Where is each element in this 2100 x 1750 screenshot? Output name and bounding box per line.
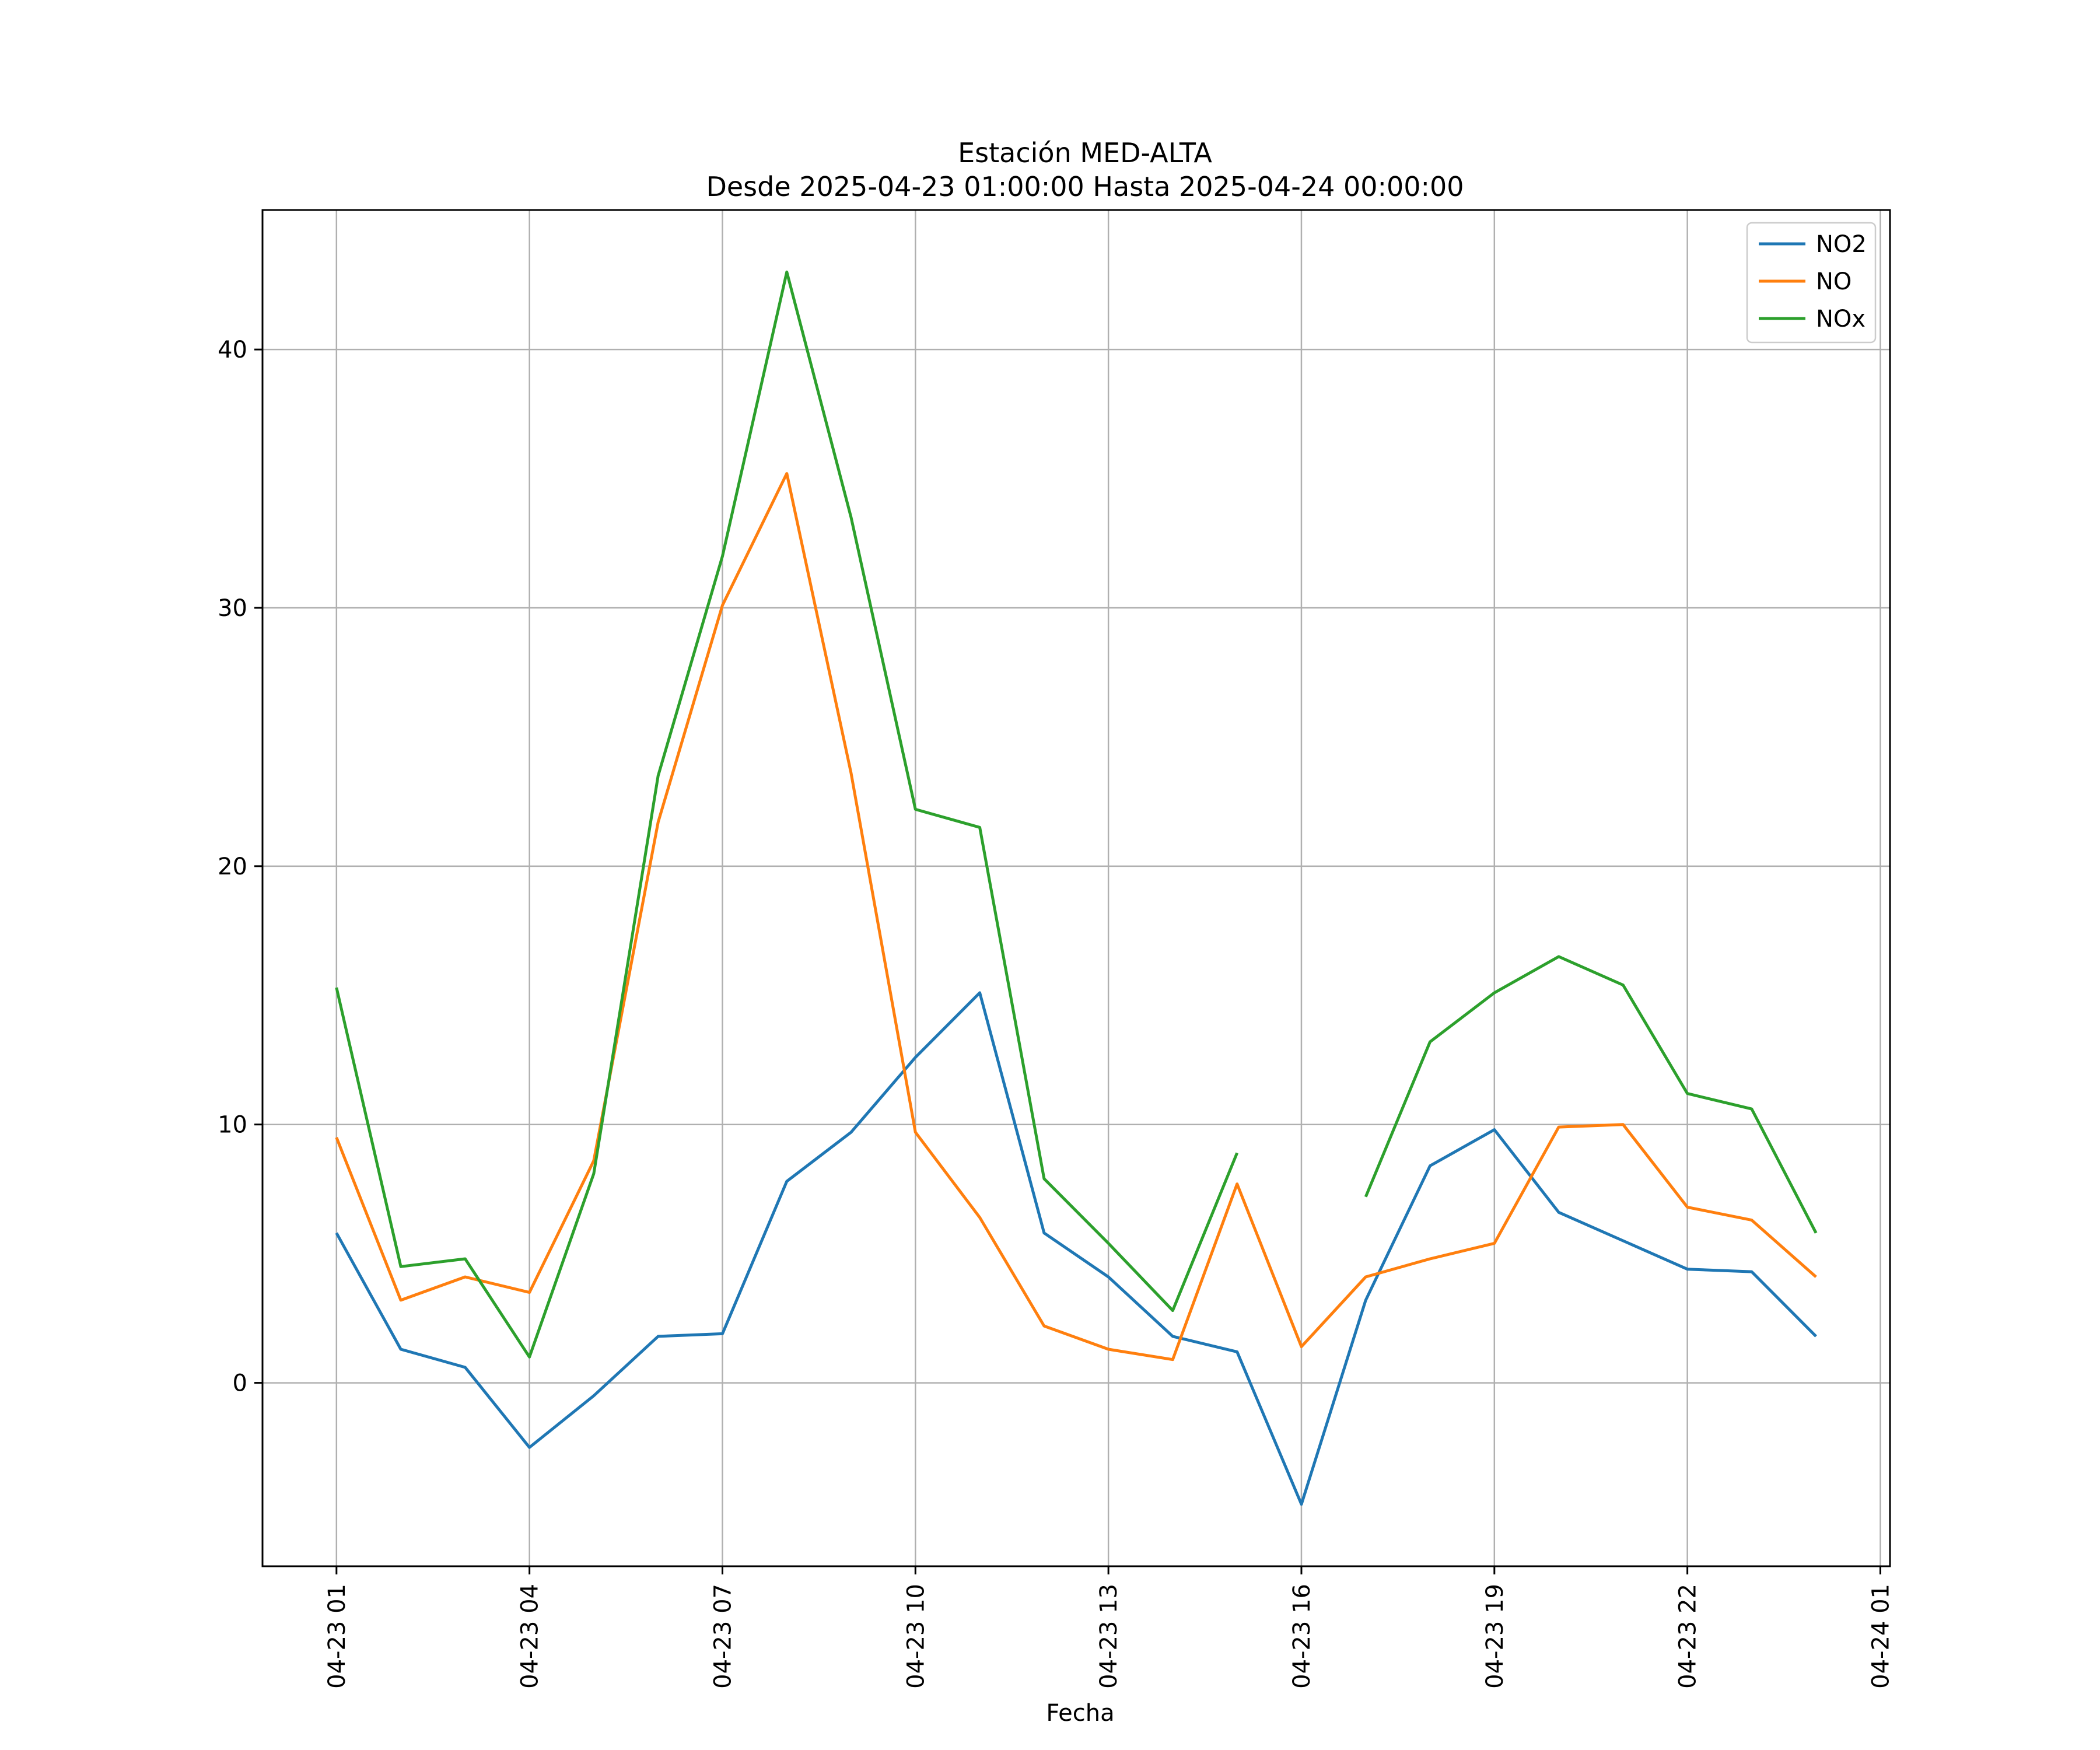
plot-frame [261, 209, 1891, 1567]
grid [262, 210, 1890, 1566]
series-lines [335, 270, 1818, 1506]
x-axis-label: Fecha [1046, 1700, 1114, 1727]
chart-title: Estación MED-ALTA [958, 137, 1212, 169]
x-tick-label: 04-23 01 [324, 1584, 351, 1689]
legend-label: NOx [1816, 306, 1866, 332]
y-tick-label: 30 [218, 595, 247, 622]
x-tick-label: 04-23 16 [1289, 1584, 1315, 1689]
series-line-nox [335, 270, 1818, 1359]
y-tick-label: 20 [218, 853, 247, 880]
y-tick-label: 40 [218, 337, 247, 363]
x-tick-label: 04-23 13 [1096, 1584, 1122, 1689]
legend: NO2 NO NOx [1746, 222, 1877, 344]
y-tick-label: 0 [233, 1370, 247, 1397]
legend-box [1746, 222, 1877, 344]
chart-subtitle: Desde 2025-04-23 01:00:00 Hasta 2025-04-… [706, 171, 1464, 202]
x-tick-label: 04-23 10 [902, 1584, 929, 1689]
legend-label: NO [1816, 268, 1852, 295]
legend-label: NO2 [1816, 231, 1867, 258]
x-tick-label: 04-24 01 [1867, 1584, 1894, 1689]
x-tick-label: 04-23 04 [517, 1584, 544, 1689]
series-line-no [335, 472, 1817, 1362]
x-tick-label: 04-23 07 [709, 1584, 736, 1689]
axis-ticks: 04-23 01 04-23 04 04-23 07 04-23 10 04-23 13… [218, 337, 1894, 1689]
x-tick-label: 04-23 19 [1482, 1584, 1508, 1689]
series-line-no2 [335, 991, 1817, 1506]
x-tick-label: 04-23 22 [1675, 1584, 1702, 1689]
y-tick-label: 10 [218, 1112, 247, 1139]
